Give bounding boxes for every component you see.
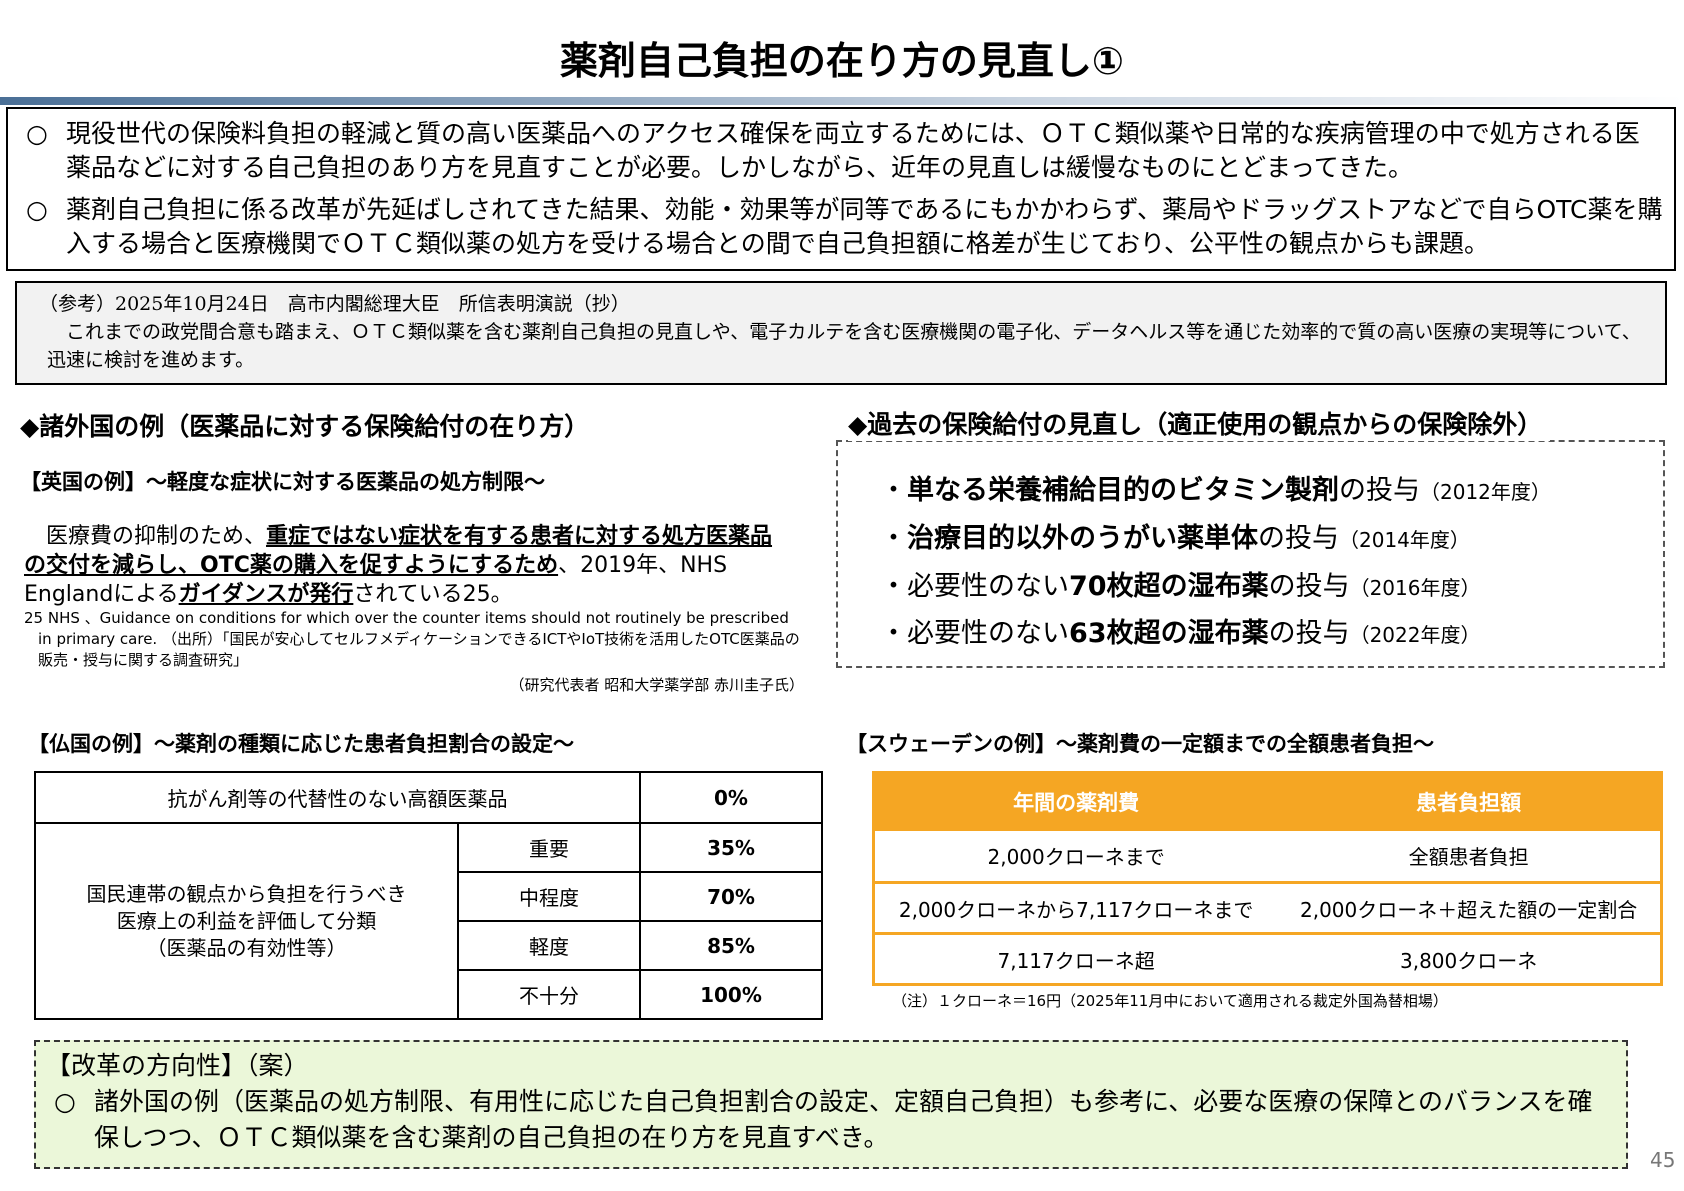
column-header: 患者負担額 (1277, 772, 1662, 831)
summary-box: ○ 現役世代の保険料負担の軽減と質の高い医薬品へのアクセス確保を両立するためには、… (6, 107, 1676, 271)
past-revisions-border (836, 440, 1665, 442)
bullet: ○ (26, 195, 48, 224)
reference-header: （参考）2025年10月24日 高市内閣総理大臣 所信表明演説（抄） (39, 293, 630, 315)
table-row: 軽度 85% (35, 920, 823, 971)
table-cell: 100% (639, 969, 823, 1020)
past-item: ・必要性のない70枚超の湿布薬の投与（2016年度） (880, 564, 1480, 603)
item-year: （2016年度） (1349, 576, 1481, 600)
table-row: 抗がん剤等の代替性のない高額医薬品 0% (34, 771, 823, 824)
france-heading: 【仏国の例】～薬剤の種類に応じた患者負担割合の設定～ (28, 732, 574, 756)
reform-heading: 【改革の方向性】（案） (46, 1051, 309, 1080)
past-item: ・単なる栄養補給目的のビタミン製剤の投与（2012年度） (880, 468, 1551, 507)
reference-body: これまでの政党間合意も踏まえ、ＯＴＣ類似薬を含む薬剤自己負担の見直しや、電子カル… (47, 321, 1641, 371)
table-cell: 国民連帯の観点から負担を行うべき 医療上の利益を評価して分類 （医薬品の有効性等… (34, 822, 459, 1020)
item-suffix: の投与 (1258, 523, 1339, 554)
uk-text: 医療費の抑制のため、 (24, 524, 267, 549)
past-item: ・治療目的以外のうがい薬単体の投与（2014年度） (880, 516, 1470, 555)
table-cell: 70% (639, 871, 823, 922)
table-cell: 2,000クローネ＋超えた額の一定割合 (1277, 882, 1662, 935)
item-bold: 70枚超の湿布薬 (1069, 571, 1269, 602)
item-bold: 治療目的以外のうがい薬単体 (907, 523, 1258, 554)
past-revisions-box (836, 440, 1665, 668)
table-row: 2,000クローネから7,117クローネまで 2,000クローネ＋超えた額の一定割… (873, 882, 1662, 935)
summary-item: ○ 薬剤自己負担に係る改革が先延ばしされてきた結果、効能・効果等が同等であるにもか… (18, 193, 1664, 261)
footnote-text: 25 NHS 、Guidance on conditions for which… (24, 609, 800, 669)
left-heading: ◆諸外国の例（医薬品に対する保険給付の在り方） (20, 412, 590, 441)
table-cell: 3,800クローネ (1277, 933, 1662, 986)
item-suffix: の投与 (1339, 475, 1420, 506)
reference-box: （参考）2025年10月24日 高市内閣総理大臣 所信表明演説（抄） これまでの… (15, 281, 1667, 385)
table-row: 不十分 100% (35, 969, 823, 1020)
page-title: 薬剤自己負担の在り方の見直し① (559, 39, 1125, 83)
uk-heading: 【英国の例】～軽度な症状に対する医薬品の処方制限～ (20, 470, 545, 494)
item-prefix: ・ (880, 475, 907, 506)
table-cell: 85% (639, 920, 823, 971)
table-cell: 不十分 (457, 969, 641, 1020)
title-divider (0, 97, 1684, 105)
summary-text: 薬剤自己負担に係る改革が先延ばしされてきた結果、効能・効果等が同等であるにもかか… (66, 195, 1663, 258)
table-cell: 0% (639, 771, 823, 824)
page-number: 45 (1650, 1148, 1676, 1172)
item-suffix: の投与 (1268, 571, 1350, 602)
table-row: 国民連帯の観点から負担を行うべき 医療上の利益を評価して分類 （医薬品の有効性等… (34, 822, 823, 1020)
table-row: 7,117クローネ超 3,800クローネ (873, 933, 1662, 986)
past-item: ・必要性のない63枚超の湿布薬の投与（2022年度） (880, 611, 1480, 650)
uk-text: 、2019年、NHS Englandによる (24, 553, 728, 607)
reform-item: ○ 諸外国の例（医薬品の処方制限、有用性に応じた自己負担割合の設定、定額自己負担）… (46, 1084, 1616, 1156)
table-row: 中程度 70% (35, 871, 823, 922)
item-year: （2014年度） (1339, 528, 1470, 552)
item-prefix: ・ (880, 523, 907, 554)
sweden-note: （注）１クローネ＝16円（2025年11月中において適用される裁定外国為替相場） (892, 992, 1448, 1010)
item-year: （2012年度） (1420, 480, 1551, 504)
column-header: 年間の薬剤費 (873, 772, 1278, 831)
table-cell: 軽度 (457, 920, 641, 971)
uk-footnote: 25 NHS 、Guidance on conditions for which… (24, 608, 804, 696)
summary-text: 現役世代の保険料負担の軽減と質の高い医薬品へのアクセス確保を両立するためには、Ｏ… (66, 119, 1640, 182)
item-prefix: ・必要性のない (880, 571, 1069, 602)
item-bold: 63枚超の湿布薬 (1069, 618, 1269, 649)
reform-text: 諸外国の例（医薬品の処方制限、有用性に応じた自己負担割合の設定、定額自己負担）も… (94, 1087, 1593, 1152)
footnote-credit: （研究代表者 昭和大学薬学部 赤川圭子氏） (509, 676, 804, 694)
item-prefix: ・必要性のない (880, 618, 1069, 649)
summary-item: ○ 現役世代の保険料負担の軽減と質の高い医薬品へのアクセス確保を両立するためには、… (18, 117, 1664, 185)
bullet: ○ (26, 119, 48, 148)
reform-box: 【改革の方向性】（案） ○ 諸外国の例（医薬品の処方制限、有用性に応じた自己負担割… (34, 1040, 1628, 1169)
table-cell: 全額患者負担 (1277, 830, 1662, 884)
table-cell: 抗がん剤等の代替性のない高額医薬品 (34, 771, 641, 824)
sweden-heading: 【スウェーデンの例】～薬剤費の一定額までの全額患者負担～ (846, 732, 1434, 756)
table-cell: 35% (639, 822, 823, 873)
table-cell: 2,000クローネから7,117クローネまで (873, 882, 1278, 935)
item-year: （2022年度） (1349, 623, 1481, 647)
table-cell: 7,117クローネ超 (873, 933, 1278, 986)
right-heading: ◆過去の保険給付の見直し（適正使用の観点からの保険除外） (848, 405, 1551, 441)
table-row: 2,000クローネまで 全額患者負担 (873, 830, 1662, 884)
table-cell: 重要 (457, 822, 641, 873)
uk-body: 医療費の抑制のため、重症ではない症状を有する患者に対する処方医薬品の交付を減らし… (24, 522, 794, 609)
france-table: 抗がん剤等の代替性のない高額医薬品 0% 国民連帯の観点から負担を行うべき 医療上… (34, 771, 823, 1020)
uk-emphasis: ガイダンスが発行 (178, 582, 354, 607)
item-suffix: の投与 (1268, 618, 1350, 649)
item-bold: 単なる栄養補給目的のビタミン製剤 (907, 475, 1339, 506)
table-cell: 中程度 (457, 871, 641, 922)
sweden-table: 年間の薬剤費 患者負担額 2,000クローネまで 全額患者負担 2,000クローネか… (872, 771, 1663, 986)
table-header-row: 年間の薬剤費 患者負担額 (873, 772, 1662, 831)
bullet: ○ (54, 1087, 76, 1116)
uk-emphasis: 重症ではない症状を有する患者に対する処方医薬品の交付を減らし、OTC薬の購入を促… (24, 524, 773, 578)
uk-text: されている25。 (353, 582, 513, 607)
table-cell: 2,000クローネまで (873, 830, 1278, 884)
